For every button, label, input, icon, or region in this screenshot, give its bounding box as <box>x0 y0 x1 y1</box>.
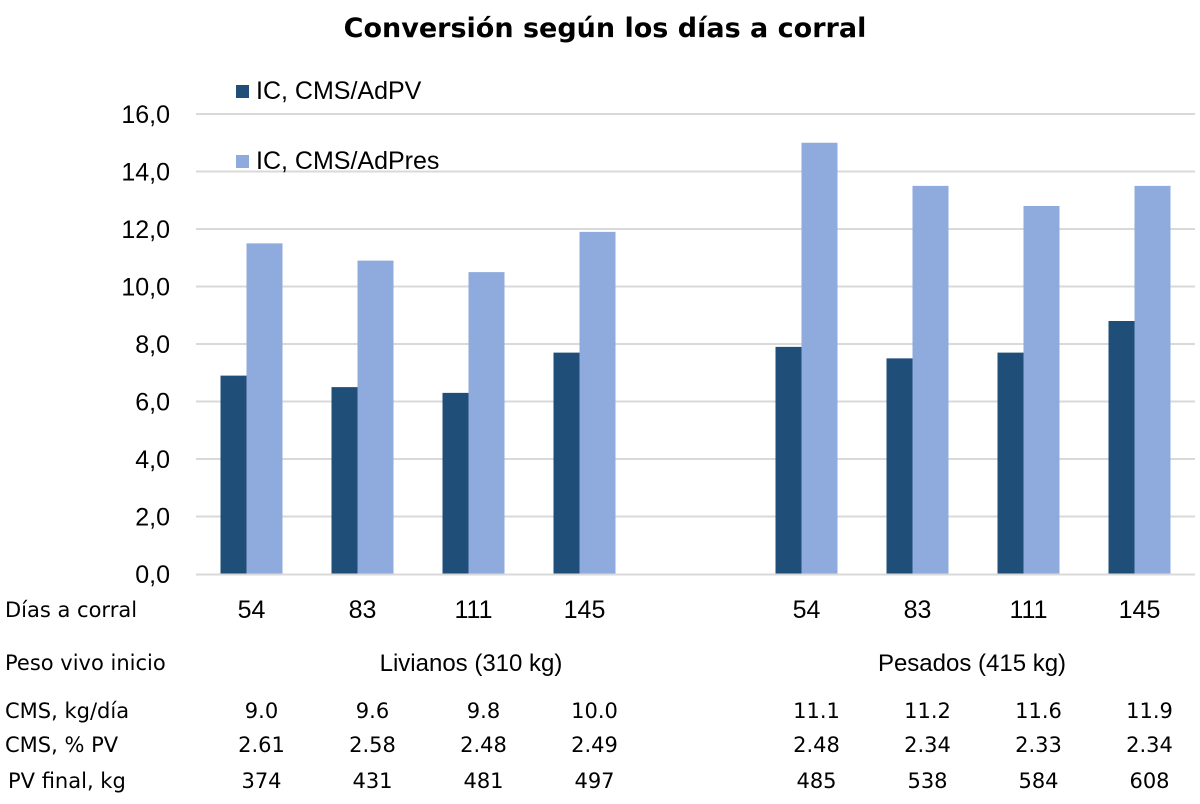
bar-ic-adpres <box>468 272 505 574</box>
x-category-label: 54 <box>238 596 266 624</box>
x-axis-categories: 54 83 111 145 54 83 111 145 <box>238 596 1161 624</box>
legend-swatch-adpv <box>236 85 249 98</box>
table-cell: 9.8 <box>467 699 500 723</box>
bar-ic-adpres <box>246 243 283 574</box>
y-tick-label: 0,0 <box>135 561 170 589</box>
bar-ic-adpres <box>357 260 394 574</box>
y-axis-ticks: 0,0 2,0 4,0 6,0 8,0 10,0 12,0 14,0 16,0 <box>121 101 170 589</box>
row-label-cms-kg: CMS, kg/día <box>5 699 129 723</box>
bar-ic-adpv <box>331 387 358 574</box>
row-label-cms-pv: CMS, % PV <box>5 733 119 757</box>
bars <box>220 142 1171 574</box>
table-cell: 2.34 <box>904 733 951 757</box>
y-tick-label: 4,0 <box>135 446 170 474</box>
legend-label-adpv: IC, CMS/AdPV <box>256 77 422 105</box>
table-cell: 2.61 <box>238 733 285 757</box>
table-cell: 2.48 <box>460 733 507 757</box>
table-cell: 431 <box>352 769 392 793</box>
legend-swatch-adpres <box>236 155 249 168</box>
table-cell: 497 <box>574 769 614 793</box>
group-label-livianos: Livianos (310 kg) <box>380 650 563 677</box>
table-cell: 538 <box>907 769 947 793</box>
bar-ic-adpv <box>775 346 802 574</box>
table-cell: 481 <box>463 769 503 793</box>
table-cell: 11.2 <box>904 699 951 723</box>
x-category-label: 111 <box>1009 596 1047 624</box>
y-tick-label: 10,0 <box>121 274 170 302</box>
bar-ic-adpres <box>912 185 949 574</box>
table-cell: 11.1 <box>793 699 840 723</box>
bar-ic-adpv <box>553 352 580 574</box>
table-cell: 2.48 <box>793 733 840 757</box>
bar-ic-adpres <box>801 142 838 574</box>
bar-ic-adpv <box>997 352 1024 574</box>
row-label-dias: Días a corral <box>5 598 137 622</box>
bar-ic-adpres <box>1134 185 1171 574</box>
y-tick-label: 12,0 <box>121 216 170 244</box>
y-tick-label: 16,0 <box>121 101 170 129</box>
table-cell: 2.33 <box>1015 733 1062 757</box>
bar-ic-adpres <box>1023 206 1060 574</box>
x-category-label: 145 <box>564 596 606 624</box>
row-label-peso-inicio: Peso vivo inicio <box>5 651 166 675</box>
legend-label-adpres: IC, CMS/AdPres <box>256 147 439 175</box>
table-cell: 374 <box>241 769 281 793</box>
table-cell: 608 <box>1129 769 1169 793</box>
table-cell: 11.9 <box>1126 699 1173 723</box>
bar-ic-adpres <box>579 231 616 574</box>
x-category-label: 145 <box>1119 596 1161 624</box>
row-label-pv-final: PV final, kg <box>8 769 126 793</box>
data-table: 9.0 9.6 9.8 10.0 11.1 11.2 11.6 11.9 2.61 2.58 2.4… <box>238 699 1173 793</box>
x-category-label: 83 <box>904 596 932 624</box>
bar-ic-adpv <box>886 358 913 574</box>
bar-ic-adpv <box>220 375 247 574</box>
chart-title: Conversión según los días a corral <box>344 13 867 44</box>
x-category-label: 54 <box>793 596 821 624</box>
table-cell: 485 <box>796 769 836 793</box>
group-label-pesados: Pesados (415 kg) <box>878 650 1066 677</box>
y-tick-label: 2,0 <box>135 504 170 532</box>
table-cell: 9.6 <box>356 699 389 723</box>
table-cell: 9.0 <box>245 699 278 723</box>
legend: IC, CMS/AdPV IC, CMS/AdPres <box>236 77 439 175</box>
table-cell: 2.49 <box>571 733 618 757</box>
x-category-label: 111 <box>454 596 492 624</box>
table-cell: 584 <box>1018 769 1058 793</box>
table-cell: 2.58 <box>349 733 396 757</box>
x-category-label: 83 <box>349 596 377 624</box>
table-cell: 11.6 <box>1015 699 1062 723</box>
bar-ic-adpv <box>1108 321 1135 574</box>
y-tick-label: 14,0 <box>121 159 170 187</box>
y-tick-label: 6,0 <box>135 389 170 417</box>
table-cell: 10.0 <box>571 699 618 723</box>
y-tick-label: 8,0 <box>135 331 170 359</box>
table-cell: 2.34 <box>1126 733 1173 757</box>
bar-ic-adpv <box>442 392 469 574</box>
